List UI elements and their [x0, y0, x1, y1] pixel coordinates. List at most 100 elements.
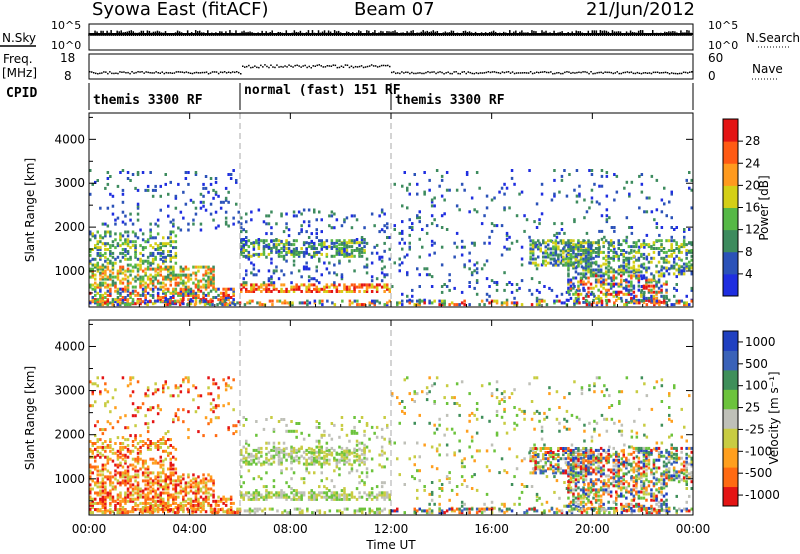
range-gate-cell	[287, 247, 291, 250]
range-gate-cell	[141, 479, 145, 483]
range-gate-cell	[121, 200, 125, 204]
range-gate-cell	[151, 251, 155, 255]
range-gate-cell	[209, 503, 213, 507]
range-gate-cell	[174, 275, 178, 279]
range-gate-cell	[114, 246, 117, 250]
range-gate-cell	[114, 261, 117, 265]
range-gate-cell	[573, 218, 576, 222]
range-gate-cell	[558, 231, 561, 235]
range-gate-cell	[569, 278, 573, 282]
range-gate-cell	[101, 293, 105, 297]
range-gate-cell	[179, 481, 183, 485]
range-gate-cell	[682, 239, 686, 243]
range-gate-cell	[101, 303, 104, 307]
range-gate-cell	[267, 287, 271, 291]
range-gate-cell	[162, 281, 165, 285]
range-gate-cell	[433, 196, 436, 200]
range-gate-cell	[355, 238, 359, 241]
range-gate-cell	[260, 290, 263, 293]
range-gate-cell	[94, 508, 97, 512]
range-gate-cell	[126, 426, 130, 430]
range-gate-cell	[302, 283, 306, 287]
range-gate-cell	[159, 508, 162, 512]
range-gate-cell	[174, 240, 178, 244]
range-gate-cell	[577, 286, 580, 290]
range-gate-cell	[388, 247, 391, 251]
range-gate-cell	[350, 495, 354, 499]
range-gate-cell	[245, 220, 248, 224]
range-gate-cell	[252, 497, 256, 501]
range-gate-cell	[139, 489, 142, 493]
range-gate-cell	[172, 218, 175, 222]
range-gate-cell	[358, 247, 361, 251]
range-gate-cell	[552, 251, 555, 255]
range-gate-cell	[485, 298, 489, 302]
range-gate-cell	[121, 289, 125, 293]
range-gate-cell	[94, 481, 97, 485]
range-gate-cell	[368, 283, 371, 287]
plot-title: Syowa East (fitACF)	[92, 0, 268, 20]
freq-sample	[191, 72, 194, 75]
range-gate-cell	[428, 178, 431, 182]
range-gate-cell	[245, 458, 248, 462]
range-gate-cell	[270, 249, 273, 252]
range-gate-cell	[562, 249, 565, 253]
freq-sample	[306, 66, 308, 69]
range-gate-cell	[104, 269, 107, 273]
freq-tick-top: 18	[60, 51, 75, 65]
range-gate-cell	[179, 293, 183, 297]
range-gate-cell	[589, 257, 593, 261]
range-gate-cell	[302, 493, 306, 497]
range-gate-cell	[363, 491, 366, 495]
range-gate-cell	[167, 273, 170, 277]
range-gate-cell	[131, 487, 135, 491]
range-gate-cell	[627, 262, 631, 266]
range-gate-cell	[292, 247, 296, 251]
range-gate-cell	[245, 236, 248, 239]
range-gate-cell	[99, 497, 102, 501]
range-gate-cell	[212, 273, 215, 277]
range-gate-cell	[650, 210, 654, 214]
range-gate-cell	[124, 426, 127, 430]
range-gate-cell	[282, 273, 286, 277]
range-gate-cell	[587, 256, 590, 260]
range-gate-cell	[204, 481, 208, 485]
range-gate-cell	[257, 493, 261, 497]
range-gate-cell	[146, 408, 150, 412]
range-gate-cell	[450, 301, 454, 305]
range-gate-cell	[607, 241, 610, 245]
range-gate-cell	[174, 483, 178, 487]
range-gate-cell	[267, 441, 271, 445]
range-gate-cell	[343, 254, 346, 258]
freq-sample	[334, 64, 337, 67]
range-gate-cell	[630, 274, 633, 278]
range-gate-cell	[340, 290, 344, 293]
freq-sample	[350, 65, 353, 67]
range-gate-cell	[300, 495, 303, 499]
range-gate-cell	[141, 279, 145, 283]
range-gate-cell	[101, 453, 105, 457]
range-gate-cell	[182, 503, 185, 507]
range-gate-cell	[660, 249, 663, 252]
range-gate-cell	[589, 247, 593, 250]
nsky-panel: N.Sky 10^5 10^0 10^5 10^0 N.Search	[0, 19, 800, 52]
colorbar-swatch	[723, 163, 738, 186]
range-tick-label: 3000	[54, 176, 85, 190]
range-gate-cell	[265, 471, 268, 475]
range-gate-cell	[500, 186, 504, 190]
range-gate-cell	[559, 261, 563, 265]
range-gate-cell	[146, 277, 150, 281]
range-gate-cell	[587, 239, 590, 243]
range-gate-cell	[262, 241, 266, 245]
range-gate-cell	[295, 285, 298, 289]
range-gate-cell	[408, 241, 411, 245]
freq-sample	[588, 72, 590, 75]
range-gate-cell	[189, 501, 193, 505]
range-gate-cell	[202, 200, 205, 204]
range-gate-cell	[688, 171, 691, 174]
range-gate-cell	[174, 206, 178, 210]
range-gate-cell	[554, 263, 558, 267]
range-gate-cell	[620, 278, 623, 282]
cpid-segment-3: themis 3300 RF	[395, 93, 505, 108]
range-gate-cell	[430, 200, 434, 204]
